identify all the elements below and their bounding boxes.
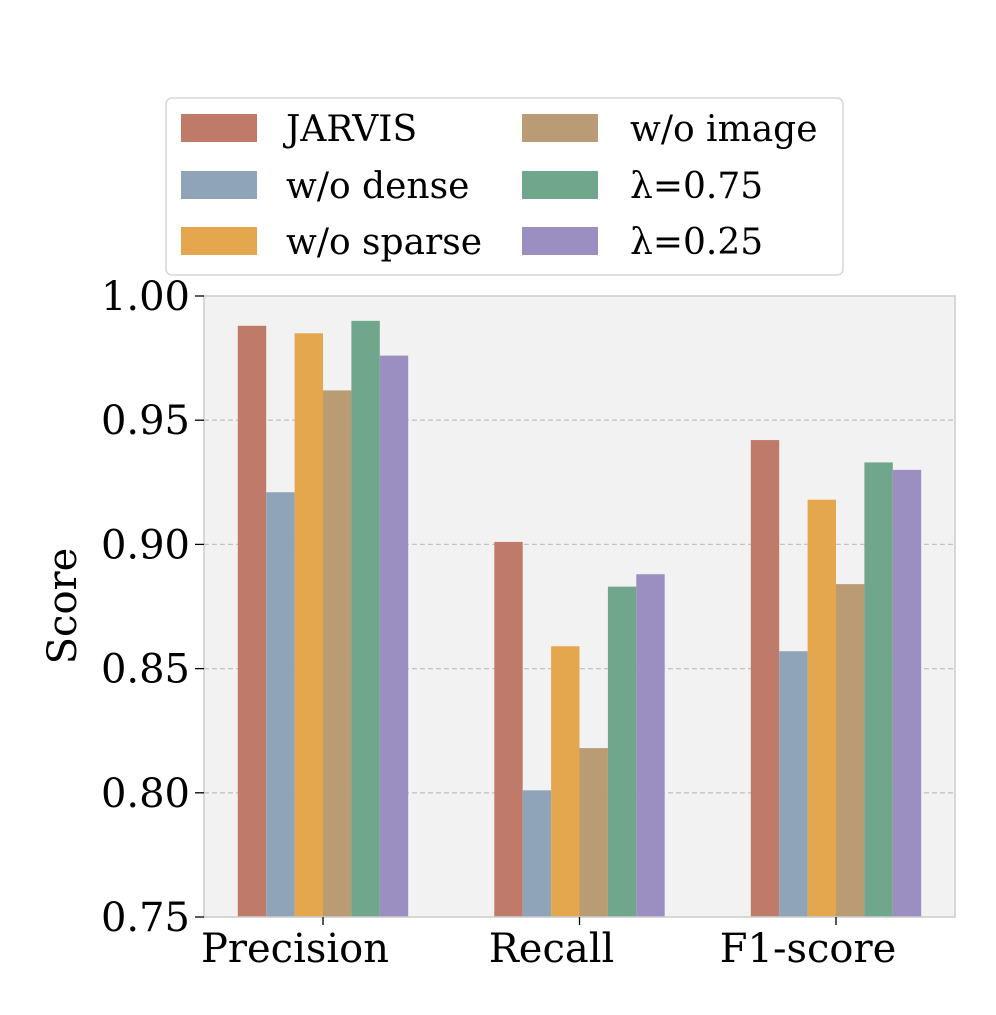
y-tick-label: 0.95 <box>101 398 190 444</box>
bar-1-3 <box>579 748 608 917</box>
x-tick-label: Precision <box>201 926 389 972</box>
y-axis: 0.75 0.80 0.85 0.90 0.95 1.00 <box>101 274 204 941</box>
legend-label: w/o image <box>630 109 818 150</box>
bar-2-1 <box>779 651 808 917</box>
bar-1-2 <box>551 646 580 917</box>
y-tick-label: 0.90 <box>101 522 190 568</box>
bar-0-2 <box>294 333 323 917</box>
bar-0-3 <box>323 390 352 918</box>
bar-2-4 <box>864 462 893 917</box>
bar-1-1 <box>522 790 552 917</box>
bar-2-5 <box>892 469 922 917</box>
y-axis-label: Score <box>40 548 86 665</box>
legend-swatch <box>522 114 598 142</box>
y-tick-label: 0.80 <box>101 771 190 817</box>
legend-label: w/o dense <box>286 166 469 207</box>
legend-label: JARVIS <box>282 109 417 150</box>
y-tick-label: 0.85 <box>101 647 190 693</box>
x-tick-label: Recall <box>489 926 615 972</box>
legend-box <box>165 97 844 276</box>
bar-1-0 <box>494 541 523 917</box>
legend-label: w/o sparse <box>286 222 482 263</box>
legend-swatch <box>522 227 598 255</box>
bar-0-1 <box>266 492 295 917</box>
legend-swatch <box>181 114 257 142</box>
legend: JARVIS w/o dense w/o sparse w/o image λ=0.75… <box>165 97 844 276</box>
bar-1-4 <box>607 586 637 917</box>
bar-2-2 <box>807 499 836 917</box>
bar-0-5 <box>379 355 409 918</box>
bar-2-0 <box>750 440 780 917</box>
legend-label: λ=0.75 <box>630 166 763 207</box>
bar-0-0 <box>237 325 267 918</box>
x-axis: Precision Recall F1-score <box>201 917 896 972</box>
legend-swatch <box>181 171 257 199</box>
bar-2-3 <box>836 584 865 917</box>
bar-0-4 <box>351 320 380 918</box>
legend-label: λ=0.25 <box>630 222 763 263</box>
bars <box>237 320 922 918</box>
legend-swatch <box>522 171 598 199</box>
x-tick-label: F1-score <box>720 926 897 972</box>
y-tick-label: 1.00 <box>101 274 190 320</box>
y-tick-label: 0.75 <box>101 895 190 941</box>
legend-swatch <box>181 227 257 255</box>
bar-1-5 <box>636 574 665 917</box>
